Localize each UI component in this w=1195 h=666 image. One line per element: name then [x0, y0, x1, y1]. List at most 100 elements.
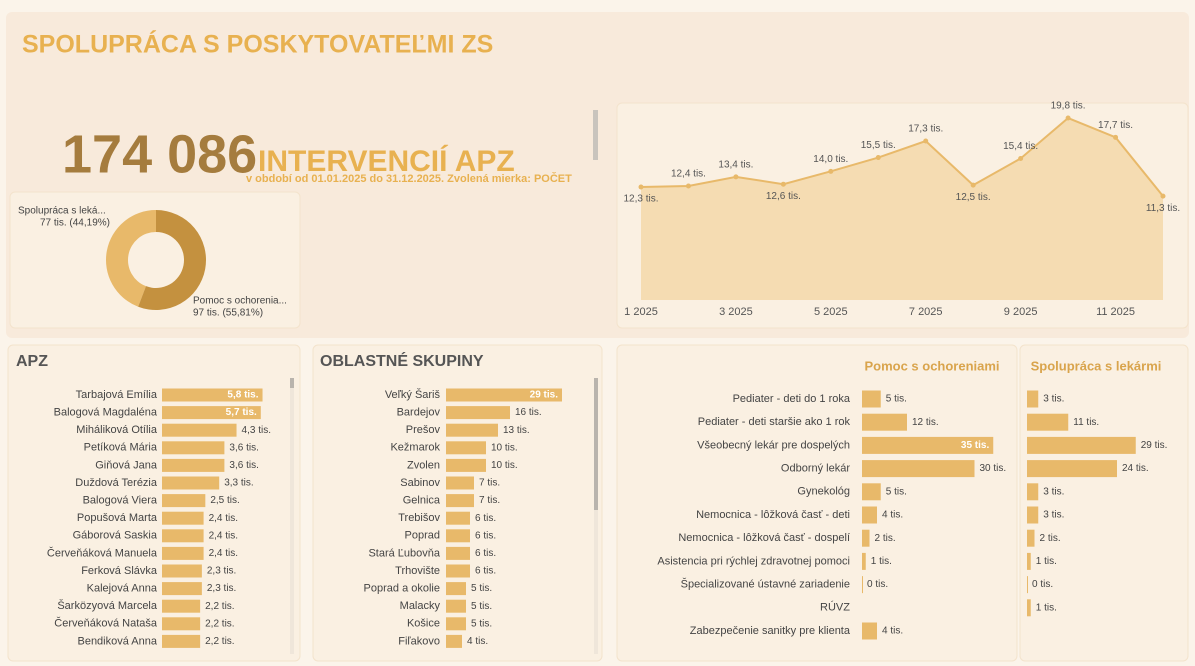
- bar-value: 30 tis.: [980, 463, 1007, 474]
- bar: [862, 622, 877, 640]
- point: [1018, 155, 1024, 161]
- bar-value: 5 tis.: [886, 486, 907, 497]
- x-tick-label: 3 2025: [719, 306, 753, 318]
- point: [1160, 193, 1166, 199]
- bar: [862, 483, 881, 501]
- bar-value: 5 tis.: [471, 601, 492, 612]
- point: [780, 181, 786, 187]
- bar: [446, 494, 474, 508]
- category-label: Sabinov: [400, 477, 440, 489]
- bar: [446, 406, 510, 420]
- x-tick-label: 1 2025: [624, 306, 658, 318]
- x-tick-label: 7 2025: [909, 306, 943, 318]
- bar-value: 0 tis.: [867, 579, 888, 590]
- divider: [593, 110, 598, 160]
- category-label: Kežmarok: [390, 442, 440, 454]
- bar-value: 1 tis.: [1036, 602, 1057, 613]
- category-label: Špecializované ústavné zariadenie: [681, 578, 850, 591]
- point-label: 15,5 tis.: [861, 140, 896, 151]
- category-label: Tarbajová Emília: [76, 389, 158, 401]
- point-label: 13,4 tis.: [718, 159, 753, 170]
- bar: [1027, 599, 1031, 617]
- bar-value: 4 tis.: [882, 626, 903, 637]
- donut-slice: [138, 210, 207, 310]
- bar: [162, 388, 263, 402]
- bar: [1027, 483, 1039, 501]
- bar-value: 2,5 tis.: [210, 495, 239, 506]
- bar: [162, 564, 202, 578]
- category-label: Trhovište: [395, 565, 440, 577]
- category-label: RÚVZ: [820, 601, 850, 614]
- bar-value: 5 tis.: [471, 583, 492, 594]
- category-label: Giňová Jana: [95, 459, 158, 471]
- bar: [162, 511, 204, 525]
- scrollbar[interactable]: [594, 378, 598, 654]
- bar: [446, 599, 466, 613]
- category-label: Nemocnica - lôžková časť - deti: [696, 509, 850, 521]
- category-label: Červeňáková Manuela: [47, 546, 158, 559]
- bar: [162, 423, 237, 437]
- category-label: Popušová Marta: [77, 512, 158, 524]
- category-label: Stará Ľubovňa: [368, 547, 440, 559]
- kpi-value: 174 086: [62, 124, 257, 184]
- category-label: Prešov: [406, 424, 441, 436]
- category-label: Duždová Terézia: [75, 477, 158, 489]
- point: [923, 138, 929, 144]
- bar: [862, 506, 877, 524]
- bar: [446, 458, 486, 472]
- bar-value: 2,2 tis.: [205, 618, 234, 629]
- bar-value: 29 tis.: [530, 390, 559, 401]
- bar-value: 2 tis.: [1040, 533, 1061, 544]
- point-label: 12,3 tis.: [623, 194, 658, 205]
- area: [641, 118, 1163, 301]
- bar-value: 13 tis.: [503, 425, 530, 436]
- scrollbar[interactable]: [290, 378, 294, 654]
- bar-value: 2,4 tis.: [209, 513, 238, 524]
- bar-value: 2,2 tis.: [205, 601, 234, 612]
- bar-value: 2,3 tis.: [207, 583, 236, 594]
- bar: [862, 460, 975, 478]
- category-label: Gelnica: [403, 495, 441, 507]
- donut-slice: [106, 210, 156, 307]
- point-label: 14,0 tis.: [813, 154, 848, 165]
- scrollbar-thumb[interactable]: [594, 378, 598, 510]
- bar: [162, 599, 201, 613]
- bar-value: 5,7 tis.: [226, 407, 257, 418]
- x-tick-label: 11 2025: [1096, 306, 1135, 318]
- bar: [162, 582, 202, 596]
- bar: [446, 476, 474, 490]
- x-tick-label: 9 2025: [1004, 306, 1038, 318]
- bar: [162, 476, 220, 490]
- category-label: Gáborová Saskia: [73, 530, 158, 542]
- point: [1065, 115, 1071, 121]
- bar-value: 1 tis.: [871, 556, 892, 567]
- point-label: 15,4 tis.: [1003, 141, 1038, 152]
- slice-label: Pomoc s ochorenia...: [193, 296, 287, 307]
- category-label: Všeobecný lekár pre dospelých: [697, 439, 850, 451]
- bar: [1027, 436, 1136, 454]
- scrollbar-thumb[interactable]: [290, 378, 294, 388]
- bar-value: 3 tis.: [1043, 394, 1064, 405]
- category-label: Zabezpečenie sanitky pre klienta: [690, 625, 851, 637]
- bar: [862, 529, 870, 547]
- bar-value: 3,6 tis.: [229, 442, 258, 453]
- point-label: 19,8 tis.: [1051, 101, 1086, 112]
- kpi-label: INTERVENCIÍ APZ: [258, 144, 515, 178]
- point-label: 11,3 tis.: [1146, 203, 1180, 214]
- bar: [446, 582, 466, 596]
- bar-value: 5 tis.: [886, 394, 907, 405]
- category-label: Košice: [407, 618, 440, 630]
- point-label: 17,3 tis.: [908, 124, 943, 135]
- panel-title: OBLASTNÉ SKUPINY: [320, 351, 484, 370]
- bar-value: 24 tis.: [1122, 463, 1149, 474]
- slice-value: 77 tis. (44,19%): [40, 218, 110, 229]
- bar-value: 2,4 tis.: [209, 548, 238, 559]
- bar: [446, 388, 562, 402]
- bar: [446, 617, 466, 631]
- bar-value: 0 tis.: [1032, 579, 1053, 590]
- panel-title: APZ: [16, 353, 48, 370]
- point-label: 12,5 tis.: [956, 192, 991, 203]
- category-label: Malacky: [400, 600, 441, 612]
- bar: [162, 494, 206, 508]
- bar: [162, 529, 204, 543]
